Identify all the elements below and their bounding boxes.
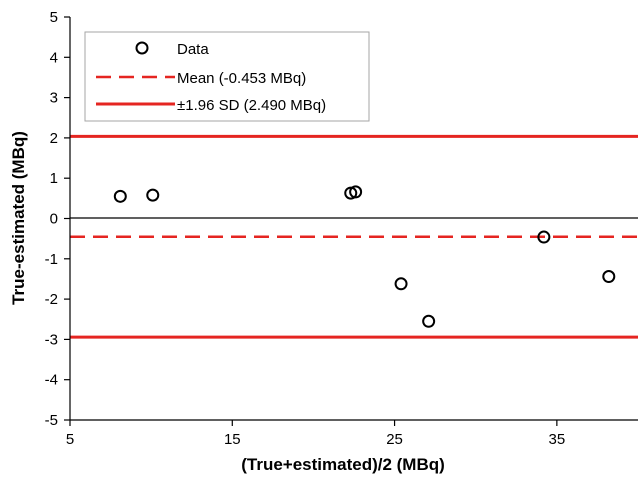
y-axis-title: True-estimated (MBq) xyxy=(9,131,28,305)
y-tick-label: -4 xyxy=(45,372,58,389)
x-tick-label: 35 xyxy=(549,431,566,448)
legend-label-mean: Mean (-0.453 MBq) xyxy=(177,70,306,87)
x-tick-label: 15 xyxy=(224,431,241,448)
x-tick-label: 25 xyxy=(386,431,403,448)
legend-marker-data xyxy=(135,41,149,55)
y-tick-label: -1 xyxy=(45,251,58,268)
data-point xyxy=(349,185,363,199)
y-tick-label: 0 xyxy=(50,211,58,228)
legend-label-data: Data xyxy=(177,41,209,58)
y-tick-label: 5 xyxy=(50,9,58,26)
legend: Data Mean (-0.453 MBq) ±1.96 SD (2.490 M… xyxy=(84,31,370,122)
data-point xyxy=(113,189,127,203)
legend-label-sd: ±1.96 SD (2.490 MBq) xyxy=(177,97,326,114)
data-point xyxy=(537,230,551,244)
x-tick-label: 5 xyxy=(66,431,74,448)
y-tick-label: 3 xyxy=(50,90,58,107)
y-tick-label: 1 xyxy=(50,170,58,187)
data-point xyxy=(394,277,408,291)
reference-lines xyxy=(70,134,638,339)
data-point xyxy=(422,314,436,328)
x-axis-title: (True+estimated)/2 (MBq) xyxy=(241,455,445,474)
axes: 5 4 3 2 1 0 -1 -2 -3 -4 -5 5 15 25 35 xyxy=(45,9,638,448)
y-tick-label: -5 xyxy=(45,412,58,429)
y-tick-label: 2 xyxy=(50,130,58,147)
data-point xyxy=(146,188,160,202)
y-tick-label: -3 xyxy=(45,331,58,348)
data-point xyxy=(602,270,616,284)
y-tick-label: 4 xyxy=(50,49,58,66)
y-tick-label: -2 xyxy=(45,291,58,308)
data-points xyxy=(113,185,616,328)
